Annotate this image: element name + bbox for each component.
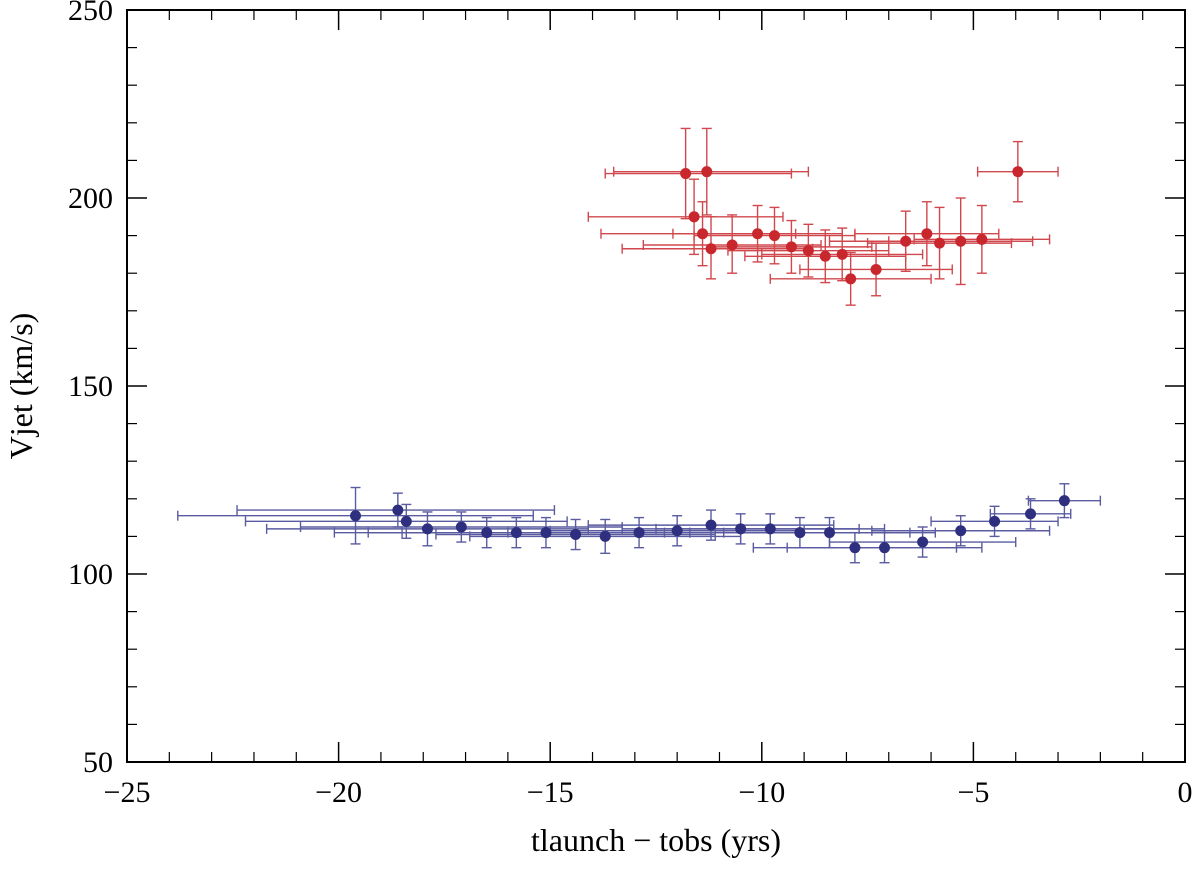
x-axis-title: tlaunch − tobs (yrs)	[531, 822, 781, 858]
blue-data-point	[481, 527, 493, 539]
blue-data-point	[849, 542, 861, 554]
blue-data-point	[1025, 508, 1037, 520]
red-data-point	[701, 166, 713, 178]
red-data-point	[921, 228, 933, 240]
y-tick-labels: 50 100 150 200 250	[68, 0, 113, 779]
red-data-point	[705, 243, 717, 255]
red-data-point	[680, 168, 692, 180]
blue-data-point	[764, 523, 776, 535]
x-tick-label: 0	[1178, 776, 1193, 809]
red-data-point	[726, 239, 738, 251]
x-tick-label: −15	[527, 776, 574, 809]
blue-data-point	[570, 529, 582, 541]
y-axis-title: Vjet (km/s)	[3, 313, 39, 460]
y-tick-label: 150	[68, 370, 113, 403]
error-bars	[177, 127, 1102, 564]
blue-data-point	[705, 519, 717, 531]
blue-data-point	[794, 527, 806, 539]
red-data-point	[976, 233, 988, 245]
red-data-point	[845, 273, 857, 285]
y-tick-label: 50	[83, 746, 113, 779]
red-data-point	[688, 211, 700, 223]
red-data-point	[752, 228, 764, 240]
red-data-point	[1012, 166, 1024, 178]
blue-data-point	[1058, 495, 1070, 507]
blue-data-point	[633, 527, 645, 539]
blue-data-point	[917, 536, 929, 548]
red-data-point	[955, 235, 967, 247]
x-tick-label: −20	[315, 776, 362, 809]
blue-data-point	[879, 542, 891, 554]
x-tick-label: −10	[738, 776, 785, 809]
red-data-point	[934, 237, 946, 249]
red-data-point	[819, 250, 831, 262]
red-data-point	[785, 241, 797, 253]
blue-data-point	[400, 515, 412, 527]
blue-data-point	[540, 527, 552, 539]
blue-data-point	[735, 523, 747, 535]
red-data-point	[900, 235, 912, 247]
x-tick-labels: −25 −20 −15 −10 −5 0	[104, 776, 1193, 809]
red-data-point	[802, 245, 814, 257]
blue-data-point	[350, 510, 362, 522]
data-points	[350, 166, 1070, 554]
red-data-point	[836, 248, 848, 260]
blue-data-point	[392, 504, 404, 516]
red-data-point	[697, 228, 709, 240]
blue-data-point	[599, 530, 611, 542]
red-data-point	[870, 263, 882, 275]
blue-data-point	[955, 525, 967, 537]
blue-data-point	[824, 527, 836, 539]
y-tick-label: 100	[68, 558, 113, 591]
x-tick-label: −5	[957, 776, 989, 809]
blue-data-point	[671, 525, 683, 537]
y-tick-label: 250	[68, 0, 113, 27]
axis-ticks	[126, 9, 1186, 763]
blue-data-point	[421, 523, 433, 535]
plot-frame	[126, 9, 1186, 763]
blue-data-point	[455, 521, 467, 533]
x-tick-label: −25	[104, 776, 151, 809]
y-tick-label: 200	[68, 182, 113, 215]
blue-data-point	[989, 515, 1001, 527]
blue-data-point	[510, 527, 522, 539]
red-data-point	[768, 230, 780, 242]
